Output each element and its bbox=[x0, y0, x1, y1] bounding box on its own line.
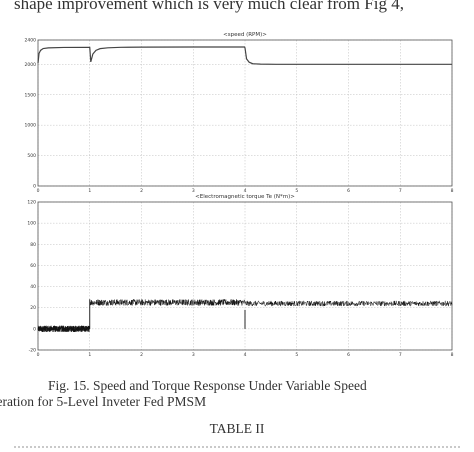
torque-y-tick-label: 60 bbox=[30, 263, 36, 269]
torque-y-tick-label: 100 bbox=[27, 221, 36, 227]
truncated-text-line bbox=[14, 446, 460, 450]
torque-x-tick-label: 2 bbox=[140, 352, 143, 358]
table-title: TABLE II bbox=[209, 421, 265, 436]
speed-x-tick-label: 0 bbox=[37, 188, 40, 194]
speed-y-tick-label: 1500 bbox=[25, 92, 37, 98]
body-text-top-line: shape improvement which is very much cle… bbox=[14, 0, 404, 13]
torque-x-tick-label: 8 bbox=[451, 352, 454, 358]
torque-series-segment bbox=[37, 325, 90, 333]
speed-y-tick-label: 2400 bbox=[25, 38, 37, 44]
speed-plot: <speed (RPM)> 0 1 2 3 4 5 6 7 8 0 500 1000 1500 2000 24… bbox=[25, 32, 454, 194]
torque-series-segment bbox=[89, 298, 246, 307]
speed-plot-title: <speed (RPM)> bbox=[223, 32, 267, 38]
figure-caption: Fig. 15. Speed and Torque Response Under… bbox=[0, 378, 460, 410]
speed-x-tick-label: 4 bbox=[244, 188, 247, 194]
speed-plot-frame bbox=[37, 39, 453, 187]
speed-x-tick-label: 3 bbox=[192, 188, 195, 194]
speed-x-tick-label: 5 bbox=[295, 188, 298, 194]
caption-line-2: Operation for 5-Level Inveter Fed PMSM bbox=[0, 394, 207, 409]
torque-series-segment bbox=[244, 300, 453, 308]
caption-line-1: Fig. 15. Speed and Torque Response Under… bbox=[48, 378, 367, 393]
torque-x-tick-label: 7 bbox=[399, 352, 402, 358]
torque-y-tick-label: 20 bbox=[30, 305, 36, 311]
torque-x-tick-label: 1 bbox=[88, 352, 91, 358]
torque-y-tick-label: 80 bbox=[30, 242, 36, 248]
torque-y-tick-label: -20 bbox=[29, 348, 36, 354]
speed-x-tick-label: 8 bbox=[451, 188, 454, 194]
torque-x-tick-label: 4 bbox=[244, 352, 247, 358]
torque-plot-title: <Electromagnetic torque Te (N*m)> bbox=[195, 194, 295, 200]
speed-x-tick-label: 1 bbox=[88, 188, 91, 194]
speed-x-tick-label: 6 bbox=[347, 188, 350, 194]
torque-y-tick-label: 40 bbox=[30, 284, 36, 290]
torque-y-tick-label: 120 bbox=[27, 200, 36, 206]
torque-plot: <Electromagnetic torque Te (N*m)> 0 1 2 3 4 5 6… bbox=[27, 194, 453, 358]
torque-x-tick-label: 6 bbox=[347, 352, 350, 358]
speed-y-tick-label: 0 bbox=[33, 184, 36, 190]
torque-x-tick-label: 3 bbox=[192, 352, 195, 358]
speed-x-tick-label: 7 bbox=[399, 188, 402, 194]
speed-x-tick-label: 2 bbox=[140, 188, 143, 194]
speed-series-line bbox=[37, 46, 452, 65]
speed-y-tick-label: 1000 bbox=[25, 123, 37, 129]
torque-x-tick-label: 5 bbox=[295, 352, 298, 358]
figure-15: <speed (RPM)>0 1 2 3 4 5 6 7 8050010001500200024… bbox=[25, 32, 454, 358]
speed-y-tick-label: 500 bbox=[27, 153, 36, 159]
torque-plot-frame bbox=[37, 201, 453, 351]
torque-y-tick-label: 0 bbox=[33, 326, 36, 332]
torque-x-tick-label: 0 bbox=[37, 352, 40, 358]
speed-y-tick-label: 2000 bbox=[25, 62, 37, 68]
